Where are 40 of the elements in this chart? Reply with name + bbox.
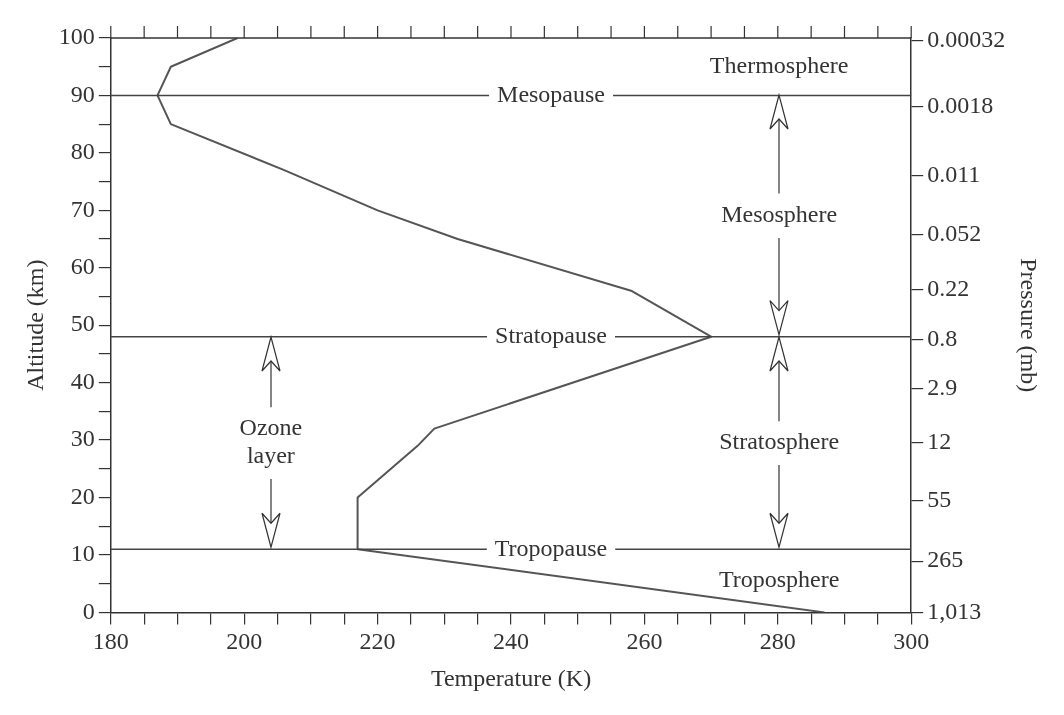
y-tick-label: 70 bbox=[70, 195, 95, 222]
y2-tick-label: 0.8 bbox=[927, 324, 958, 351]
annotation: Troposphere bbox=[718, 566, 840, 593]
y2-tick-label: 0.0018 bbox=[927, 91, 994, 118]
y2-axis-title: Pressure (mb) bbox=[1016, 258, 1043, 393]
ref-line-label: Tropopause bbox=[494, 534, 608, 561]
annotation: Ozone layer bbox=[239, 414, 303, 469]
x-tick-label: 300 bbox=[893, 628, 930, 655]
ref-line-label: Mesopause bbox=[497, 80, 606, 107]
y2-tick-label: 12 bbox=[927, 428, 952, 455]
y2-tick-label: 1,013 bbox=[927, 597, 982, 624]
y-tick-label: 80 bbox=[70, 138, 95, 165]
x-tick-label: 240 bbox=[493, 628, 529, 655]
y-tick-label: 50 bbox=[70, 310, 95, 337]
y-axis-title: Altitude (km) bbox=[21, 259, 48, 391]
y2-tick-label: 0.00032 bbox=[927, 25, 1006, 52]
y-tick-label: 40 bbox=[70, 367, 95, 394]
x-tick-label: 200 bbox=[226, 628, 263, 655]
y2-tick-label: 0.011 bbox=[927, 160, 981, 187]
y-tick-label: 90 bbox=[70, 80, 95, 107]
x-tick-label: 220 bbox=[359, 628, 396, 655]
x-tick-label: 180 bbox=[92, 628, 129, 655]
y2-tick-label: 0.22 bbox=[927, 275, 970, 302]
x-axis-title: Temperature (K) bbox=[430, 664, 592, 691]
annotation: Thermosphere bbox=[709, 52, 849, 79]
y2-tick-label: 55 bbox=[927, 486, 952, 513]
x-tick-label: 280 bbox=[759, 628, 796, 655]
y-tick-label: 0 bbox=[82, 597, 95, 624]
y-tick-label: 60 bbox=[70, 253, 95, 280]
x-tick-label: 260 bbox=[626, 628, 663, 655]
y-tick-label: 30 bbox=[70, 425, 95, 452]
y2-tick-label: 0.052 bbox=[927, 220, 982, 247]
y2-tick-label: 265 bbox=[927, 546, 964, 573]
y-tick-label: 10 bbox=[70, 540, 95, 567]
y-tick-label: 100 bbox=[58, 23, 95, 50]
y2-tick-label: 2.9 bbox=[927, 373, 958, 400]
ref-line-label: Stratopause bbox=[495, 321, 608, 348]
y-tick-label: 20 bbox=[70, 482, 95, 509]
annotation: Stratosphere bbox=[719, 428, 840, 455]
annotation: Mesosphere bbox=[721, 201, 838, 228]
